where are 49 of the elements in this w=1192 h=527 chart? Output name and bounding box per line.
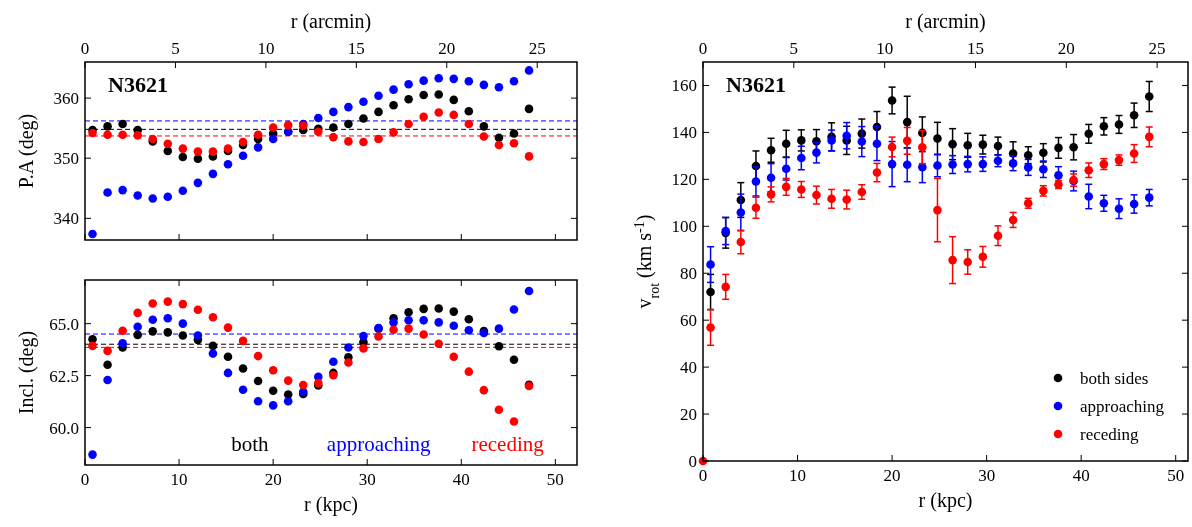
y-tick-label: 62.5	[49, 366, 79, 386]
x-tick-label: 40	[1072, 466, 1090, 485]
annotation: N3621	[108, 72, 168, 97]
y-tick-label: 160	[671, 76, 697, 96]
x2-tick-label: 20	[1057, 39, 1075, 58]
y-tick-label: 0	[688, 451, 697, 471]
x2-axis-title: r (arcmin)	[905, 10, 986, 33]
y-tick-label: 60	[680, 311, 697, 331]
annotation: N3621	[726, 72, 786, 97]
x-tick-label: 10	[789, 466, 807, 485]
x2-tick-label: 25	[1148, 39, 1166, 58]
x-tick-label: 30	[978, 466, 996, 485]
y-tick-label: 120	[671, 170, 697, 190]
legend-label: approaching	[1080, 396, 1165, 416]
y-tick-label: 65.0	[49, 314, 79, 334]
x2-axis-title: r (arcmin)	[290, 10, 372, 33]
x2-tick-label: 5	[171, 39, 180, 58]
x2-tick-label: 15	[347, 39, 365, 58]
x-tick-label: 10	[170, 470, 188, 489]
x2-tick-label: 25	[528, 39, 546, 58]
x-tick-label: 50	[1167, 466, 1185, 485]
x-axis-title: r (kpc)	[304, 493, 358, 516]
x-axis-title: r (kpc)	[918, 489, 973, 512]
x2-tick-label: 10	[257, 39, 275, 58]
y-tick-label: 360	[53, 89, 79, 109]
x-tick-label: 40	[452, 470, 470, 489]
x2-tick-label: 10	[876, 39, 894, 58]
y-tick-label: 140	[671, 123, 697, 143]
legend-label: receding	[1080, 424, 1140, 444]
series-label: both	[231, 432, 269, 456]
y-axis-title: Incl. (deg)	[15, 330, 38, 415]
x2-tick-label: 20	[438, 39, 456, 58]
y-tick-label: 40	[680, 358, 697, 378]
x2-tick-label: 5	[789, 39, 799, 58]
y-tick-label: 100	[671, 217, 697, 237]
x-tick-label: 20	[883, 466, 901, 485]
y-tick-label: 20	[680, 405, 697, 425]
y-tick-label: 80	[680, 264, 697, 284]
x-tick-label: 20	[264, 470, 282, 489]
y-axis-title: P.A (deg)	[15, 113, 38, 189]
x2-tick-label: 15	[966, 39, 984, 58]
y-tick-label: 60.0	[49, 418, 79, 438]
y-tick-label: 340	[53, 209, 79, 229]
x-tick-label: 30	[358, 470, 376, 489]
legend-label: both sides	[1080, 368, 1149, 388]
x-tick-label: 50	[546, 470, 564, 489]
text: approaching	[326, 432, 432, 456]
y-tick-label: 350	[53, 149, 79, 169]
series-label: receding	[471, 432, 545, 456]
